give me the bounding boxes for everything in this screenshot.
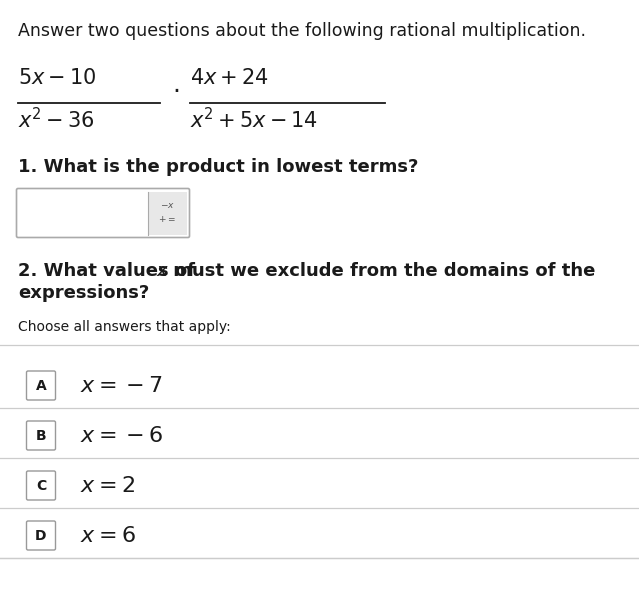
FancyBboxPatch shape	[26, 371, 56, 400]
Text: D: D	[35, 529, 47, 543]
FancyBboxPatch shape	[26, 521, 56, 550]
Text: 1. What is the product in lowest terms?: 1. What is the product in lowest terms?	[18, 158, 419, 176]
FancyBboxPatch shape	[17, 189, 190, 237]
Bar	[148, 191, 187, 234]
Text: C: C	[36, 478, 46, 492]
Text: $+=$: $+=$	[158, 214, 176, 224]
Text: Answer two questions about the following rational multiplication.: Answer two questions about the following…	[18, 22, 586, 40]
Text: A: A	[36, 379, 47, 393]
Text: $x = 2$: $x = 2$	[80, 475, 135, 495]
FancyBboxPatch shape	[26, 471, 56, 500]
FancyBboxPatch shape	[26, 421, 56, 450]
Text: Choose all answers that apply:: Choose all answers that apply:	[18, 320, 231, 334]
Text: $x^2 + 5x - 14$: $x^2 + 5x - 14$	[190, 107, 318, 132]
Text: $x$: $x$	[156, 262, 169, 280]
Text: $5x - 10$: $5x - 10$	[18, 68, 96, 88]
Text: must we exclude from the domains of the: must we exclude from the domains of the	[167, 262, 596, 280]
Text: $x = -6$: $x = -6$	[80, 426, 163, 446]
Text: $x^2 - 36$: $x^2 - 36$	[18, 107, 95, 132]
Text: $x = 6$: $x = 6$	[80, 526, 136, 546]
Text: B: B	[36, 429, 46, 443]
Text: expressions?: expressions?	[18, 284, 150, 302]
Text: $4x + 24$: $4x + 24$	[190, 68, 268, 88]
Text: $\cdot$: $\cdot$	[172, 78, 180, 102]
Text: $-x$: $-x$	[160, 201, 174, 210]
Text: 2. What values of: 2. What values of	[18, 262, 201, 280]
Text: $x = -7$: $x = -7$	[80, 376, 162, 396]
